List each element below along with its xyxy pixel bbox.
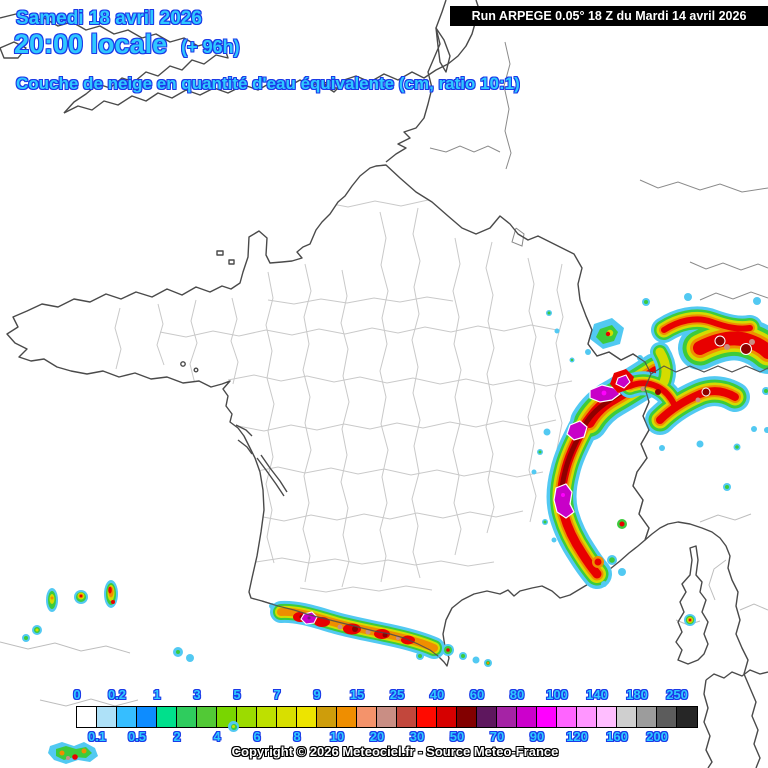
forecast-offset-label: (+ 96h): [181, 37, 240, 57]
legend-tick-label: 70: [490, 729, 504, 744]
legend-cell: [617, 707, 637, 727]
legend-tick-label: 20: [370, 729, 384, 744]
legend-tick-label: 160: [606, 729, 628, 744]
legend-cell: [357, 707, 377, 727]
legend-cell: [197, 707, 217, 727]
legend-cell: [257, 707, 277, 727]
legend-tick-label: 0.5: [128, 729, 146, 744]
legend-cell: [157, 707, 177, 727]
legend-cell: [417, 707, 437, 727]
legend-tick-label: 0.2: [108, 687, 126, 702]
legend-cell: [597, 707, 617, 727]
legend-tick-label: 90: [530, 729, 544, 744]
legend-tick-label: 8: [293, 729, 300, 744]
borders-over-snow: [262, 316, 768, 656]
legend-tick-label: 200: [646, 729, 668, 744]
legend-tick-label: 9: [313, 687, 320, 702]
legend-cell: [137, 707, 157, 727]
legend-tick-label: 140: [586, 687, 608, 702]
legend-cell: [397, 707, 417, 727]
legend-tick-label: 25: [390, 687, 404, 702]
legend-cell: [577, 707, 597, 727]
snow-area-corsica: [684, 614, 696, 626]
model-run-info: Run ARPEGE 0.05° 18 Z du Mardi 14 avril …: [450, 6, 768, 26]
legend-cell: [637, 707, 657, 727]
legend-tick-label: 0: [73, 687, 80, 702]
legend-tick-label: 100: [546, 687, 568, 702]
legend-bar: [76, 706, 698, 728]
legend-cell: [477, 707, 497, 727]
legend-tick-label: 180: [626, 687, 648, 702]
foreign-region-lines: [0, 514, 768, 706]
map-canvas: [0, 0, 768, 768]
legend-cell: [297, 707, 317, 727]
legend-cell: [497, 707, 517, 727]
legend-tick-label: 50: [450, 729, 464, 744]
legend-tick-label: 5: [233, 687, 240, 702]
legend-cell: [377, 707, 397, 727]
legend-tick-label: 15: [350, 687, 364, 702]
department-boundaries: [115, 198, 572, 592]
legend-cell: [657, 707, 677, 727]
copyright-notice: Copyright © 2026 Meteociel.fr - Source M…: [230, 744, 560, 759]
parameter-title: Couche de neige en quantité d'eau équiva…: [16, 74, 520, 94]
legend-tick-label: 80: [510, 687, 524, 702]
legend-cell: [437, 707, 457, 727]
legend-tick-label: 1: [153, 687, 160, 702]
legend-tick-label: 7: [273, 687, 280, 702]
legend-tick-label: 2: [173, 729, 180, 744]
legend-tick-label: 250: [666, 687, 688, 702]
legend-cell: [517, 707, 537, 727]
date-label: Samedi 18 avril 2026: [16, 8, 202, 30]
corsica-outline: [676, 546, 708, 664]
legend-tick-label: 3: [193, 687, 200, 702]
weather-map-page: Samedi 18 avril 2026 20:00 locale (+ 96h)…: [0, 0, 768, 768]
legend-cell: [237, 707, 257, 727]
legend-tick-label: 60: [470, 687, 484, 702]
legend-labels-top: 00.2135791525406080100140180250: [77, 687, 697, 703]
legend-cell: [277, 707, 297, 727]
legend-tick-label: 0.1: [88, 729, 106, 744]
legend-tick-label: 4: [213, 729, 220, 744]
legend-cell: [317, 707, 337, 727]
snow-area-french-alps: [532, 372, 657, 587]
time-label: 20:00 locale: [14, 29, 167, 59]
snow-dot-liguria: [723, 483, 731, 491]
legend-cell: [537, 707, 557, 727]
legend-tick-label: 10: [330, 729, 344, 744]
legend-cell: [177, 707, 197, 727]
legend-cell: [457, 707, 477, 727]
legend-cell: [557, 707, 577, 727]
legend-tick-label: 40: [430, 687, 444, 702]
legend-tick-label: 30: [410, 729, 424, 744]
legend-tick-label: 120: [566, 729, 588, 744]
france-outline: [7, 165, 651, 666]
legend-cell: [337, 707, 357, 727]
time-row: 20:00 locale (+ 96h): [14, 29, 240, 60]
legend-tick-label: 6: [253, 729, 260, 744]
color-scale-legend: 00.2135791525406080100140180250 0.10.524…: [76, 706, 698, 728]
legend-cell: [117, 707, 137, 727]
legend-cell: [77, 707, 97, 727]
legend-cell: [97, 707, 117, 727]
legend-labels-bottom: 0.1 0.5 2 4 6 8 10 20 30 50 70 90 120 160 200: [77, 729, 697, 745]
legend-cell: [677, 707, 697, 727]
